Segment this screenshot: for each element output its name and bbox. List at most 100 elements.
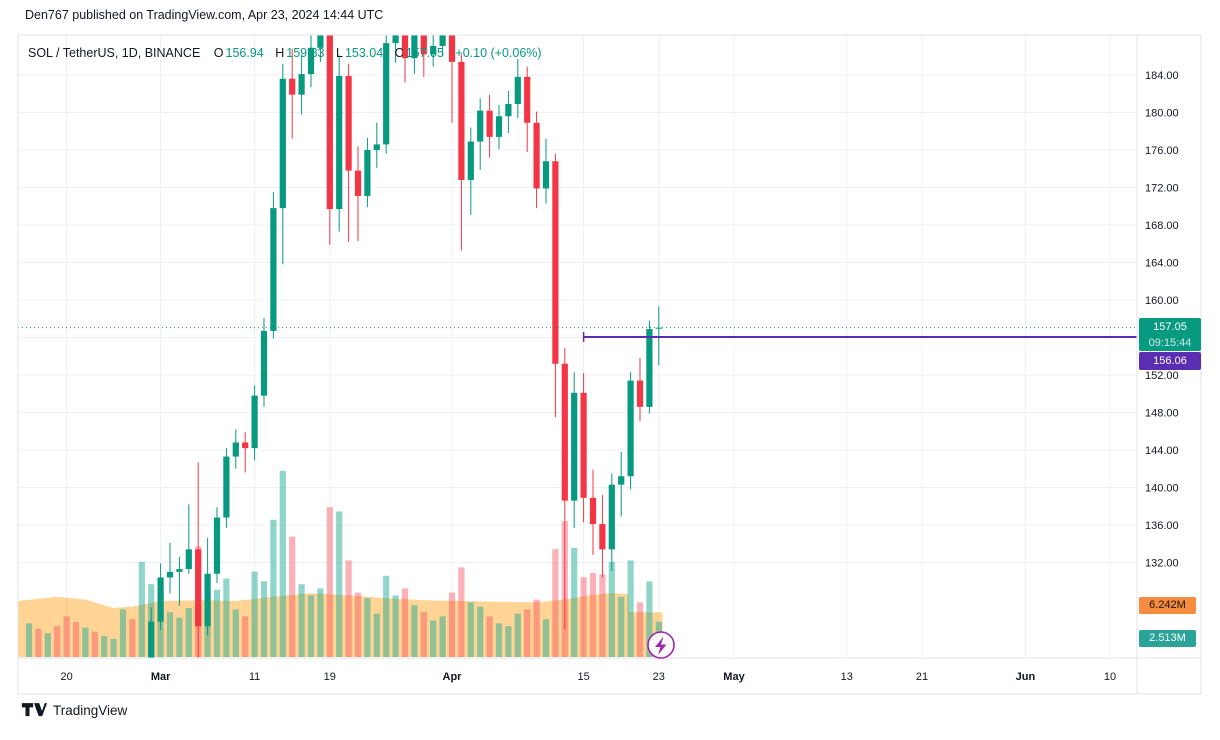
volume-bar	[110, 638, 117, 657]
time-axis-label: 15	[577, 671, 589, 683]
volume-bar	[91, 631, 98, 657]
candle-body	[195, 549, 202, 627]
price-axis-label: 168.00	[1145, 220, 1179, 232]
time-axis-label: 19	[324, 671, 336, 683]
price-axis-label: 172.00	[1145, 183, 1179, 195]
candle-body	[636, 380, 644, 407]
time-axis-label: 20	[60, 671, 72, 683]
volume-bar	[279, 470, 286, 657]
candle-body	[139, 672, 145, 740]
volume-bar	[270, 519, 277, 657]
last-price-badge: 157.05 09:15:44	[1139, 318, 1201, 351]
candle-body	[242, 442, 249, 449]
volume-bar	[580, 577, 587, 657]
time-axis-label: Jun	[1016, 671, 1036, 683]
price-axis-label: 160.00	[1145, 295, 1179, 307]
candle-body	[166, 571, 174, 578]
lightning-icon[interactable]	[647, 631, 675, 659]
candle-body	[411, 35, 418, 59]
candle-body	[477, 110, 484, 142]
time-axis[interactable]: 20 Mar 11 19 Apr 15 23 May 13 21 Jun 10	[60, 671, 1116, 683]
low-value: 153.04	[344, 46, 384, 60]
volume-bar	[589, 573, 597, 657]
volume-bar	[477, 606, 484, 657]
volume-bar	[467, 602, 474, 657]
volume-bar	[401, 588, 409, 657]
price-axis-label: 176.00	[1145, 145, 1179, 157]
volume-bar	[213, 589, 221, 657]
ray-price-badge: 156.06	[1139, 352, 1201, 370]
candle-body	[383, 43, 390, 145]
candle-body	[448, 35, 456, 62]
price-axis-label: 132.00	[1145, 558, 1179, 570]
time-axis-label: Apr	[443, 671, 463, 683]
price-axis-label: 136.00	[1145, 520, 1179, 532]
candle-body	[232, 442, 239, 457]
volume-bar	[364, 598, 371, 657]
volume-bar	[373, 613, 380, 657]
close-label: C	[394, 46, 404, 60]
candle-body	[157, 577, 164, 622]
volume-bar	[251, 571, 258, 657]
volume-bar	[636, 602, 644, 657]
price-axis-label: 180.00	[1145, 108, 1179, 120]
volume-bar	[317, 588, 324, 657]
candle-body	[571, 392, 578, 501]
price-axis-label: 140.00	[1145, 483, 1179, 495]
candle-body	[213, 517, 221, 574]
candle-body	[336, 75, 343, 210]
volume-bar	[336, 511, 343, 657]
volume-bar	[176, 617, 183, 657]
candle-body	[289, 78, 296, 95]
candle-body	[148, 621, 155, 658]
candle-body	[279, 78, 286, 209]
close-value: 157.05	[405, 46, 444, 60]
candle-body	[608, 484, 615, 550]
time-axis-label: 10	[1104, 671, 1116, 683]
volume-bar	[101, 636, 108, 657]
price-axis-label: 184.00	[1145, 70, 1179, 82]
volume-bar	[392, 595, 399, 657]
candle-body	[298, 74, 305, 95]
volume-bar	[505, 626, 512, 657]
volume-bar	[54, 626, 61, 657]
volume-bar	[138, 561, 145, 657]
time-axis-label: 11	[249, 671, 260, 683]
candle-body	[505, 104, 512, 117]
tradingview-logo-icon	[21, 703, 47, 717]
volume-bar	[242, 616, 249, 657]
volume-bar	[289, 536, 296, 657]
candle-body	[458, 61, 465, 180]
volume-bar	[185, 608, 192, 657]
candle-body	[176, 569, 183, 572]
candle-body	[270, 208, 277, 331]
candle-body	[589, 497, 597, 525]
volume-bar	[608, 561, 615, 657]
candle-body	[373, 144, 380, 150]
symbol-title: SOL / TetherUS, 1D, BINANCE	[28, 46, 201, 60]
volume-bar	[232, 609, 239, 657]
candle-body	[646, 329, 653, 407]
volume-bar	[618, 596, 625, 657]
volume-bar	[552, 549, 559, 657]
volume-bar	[430, 620, 437, 657]
candle-body	[326, 35, 333, 210]
candle-body	[401, 35, 409, 59]
volume-ma-badge: 6.242M	[1139, 597, 1196, 614]
candle-body	[354, 170, 362, 196]
candle-body	[251, 395, 258, 449]
volume-bar	[411, 605, 418, 657]
volume-bar	[514, 613, 521, 657]
volume-bar	[44, 633, 51, 657]
candle-body	[542, 161, 550, 189]
volume-bar	[307, 595, 315, 657]
tradingview-footer[interactable]: TradingView	[21, 701, 127, 719]
volume-bar	[486, 616, 493, 657]
low-label: L	[335, 46, 343, 60]
chart-legend[interactable]: SOL / TetherUS, 1D, BINANCE O 156.94 H 159…	[28, 46, 550, 60]
price-axis[interactable]: 184.00 180.00 176.00 172.00 168.00 164.00 160.…	[1145, 70, 1179, 570]
volume-bar	[223, 578, 230, 657]
volume-bar	[420, 612, 427, 657]
